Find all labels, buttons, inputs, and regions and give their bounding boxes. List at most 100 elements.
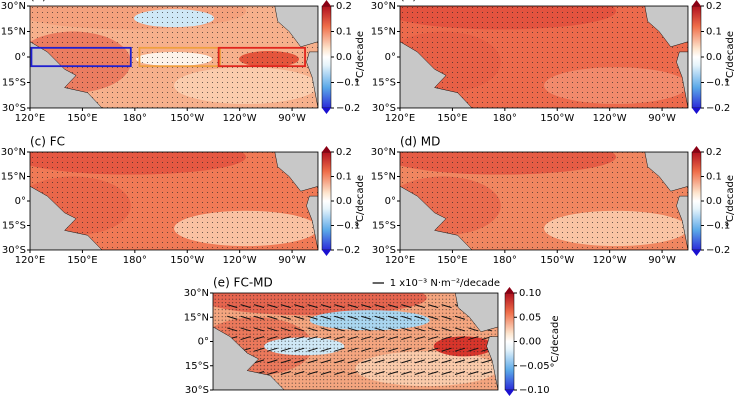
wind-vector <box>387 304 399 309</box>
wind-vector <box>374 359 385 364</box>
colorbar-label: °C/decade <box>355 175 366 227</box>
colorbar-tick-label: 0.2 <box>706 1 722 12</box>
wind-vector <box>267 347 278 352</box>
wind-vector <box>361 315 372 320</box>
wind-vector <box>414 304 425 309</box>
land <box>274 6 318 48</box>
colorbar-tick-label: −0.1 <box>706 221 730 232</box>
wind-vector <box>334 371 345 375</box>
wind-vector <box>267 315 278 320</box>
lon-tick-label: 150°E <box>67 113 97 124</box>
map-field <box>30 6 318 108</box>
colorbar-extend <box>692 0 701 6</box>
wind-vector <box>307 304 318 309</box>
land <box>486 336 498 390</box>
lon-tick-label: 150°E <box>437 255 467 266</box>
colorbar <box>321 5 332 109</box>
wind-vector <box>414 336 425 341</box>
colorbar-tick-label: 0.2 <box>336 147 352 158</box>
wind-vector <box>253 315 265 320</box>
colorbar-tick-label: −0.2 <box>336 103 360 114</box>
panel-title: (a) Mean Observed <box>30 0 145 3</box>
colorbar-extend <box>322 0 331 6</box>
vector-key: 1 x10⁻³ N·m⁻²/decade <box>390 278 500 289</box>
colorbar-extend <box>505 390 514 396</box>
wind-vector <box>387 336 399 341</box>
colorbar-tick-label: −0.1 <box>336 221 360 232</box>
wind-vector <box>401 371 412 375</box>
lat-tick-label: 30°S <box>372 103 396 114</box>
colorbar-label: °C/decade <box>355 31 366 83</box>
wind-vector <box>334 347 345 352</box>
colorbar-tick-label: 0.0 <box>706 52 722 63</box>
lon-tick-label: 120°W <box>593 113 627 124</box>
wind-vector <box>320 304 332 309</box>
wind-vector <box>307 336 318 341</box>
colorbar-tick-label: 0.1 <box>336 172 352 183</box>
lon-tick-label: 150°W <box>170 255 204 266</box>
wind-vector <box>441 315 452 320</box>
colorbar-extend <box>692 250 701 256</box>
lon-tick-label: 120°E <box>15 255 45 266</box>
wind-vector <box>414 359 425 364</box>
lat-tick-label: 15°N <box>371 172 396 183</box>
wind-vector <box>441 336 452 341</box>
panel-title: (d) MD <box>400 135 440 149</box>
wind-vector <box>441 359 452 364</box>
wind-vector <box>454 315 466 320</box>
wind-vector <box>441 347 452 352</box>
wind-vector <box>481 371 492 375</box>
colorbar-extend <box>322 146 331 152</box>
wind-vector <box>267 336 278 341</box>
wind-vector <box>253 359 265 364</box>
wind-vector <box>253 327 265 332</box>
wind-vector <box>401 315 412 320</box>
wind-vector <box>361 347 372 352</box>
colorbar-label: °C/decade <box>725 175 735 227</box>
wind-vector <box>401 327 412 332</box>
lat-tick-label: 0° <box>198 337 209 348</box>
wind-vector <box>454 327 466 332</box>
map-field <box>30 152 318 250</box>
map-panel: (e) FC-MD 1 x10⁻³ N·m⁻²/decade 30°N 15°N 0° 1… <box>184 276 561 396</box>
lat-tick-label: 15°N <box>184 312 209 323</box>
lon-tick-label: 180° <box>123 255 147 266</box>
lon-tick-label: 120°W <box>223 113 257 124</box>
wind-vector <box>428 336 439 341</box>
wind-vector <box>334 336 345 341</box>
wind-vector <box>387 315 399 320</box>
colorbar-tick-label: −0.05 <box>519 361 550 372</box>
wind-vector <box>280 327 291 332</box>
colorbar-extend <box>322 250 331 256</box>
wind-vector <box>294 315 305 320</box>
wind-vector <box>307 359 318 364</box>
lat-tick-label: 30°N <box>371 1 396 12</box>
colorbar-extend <box>692 108 701 114</box>
wind-vector <box>240 327 251 332</box>
map-panel: (a) Mean Observed 30°N 15°N 0° 15°S 30°S120°E… <box>1 0 366 124</box>
wind-vector <box>361 327 372 332</box>
wind-vector <box>280 304 291 309</box>
lat-tick-label: 30°N <box>184 288 209 299</box>
lat-tick-label: 30°N <box>371 147 396 158</box>
wind-vector <box>361 304 372 309</box>
wind-vector <box>468 359 479 364</box>
lat-tick-label: 15°N <box>1 172 26 183</box>
wind-vector <box>468 347 479 352</box>
wind-vector <box>374 327 385 332</box>
colorbar <box>691 151 702 251</box>
colorbar <box>321 151 332 251</box>
wind-vector <box>374 347 385 352</box>
wind-vector <box>347 327 358 332</box>
lon-tick-label: 120°E <box>385 113 415 124</box>
lon-tick-label: 180° <box>493 113 517 124</box>
colorbar-label: °C/decade <box>725 31 735 83</box>
lon-tick-label: 120°W <box>593 255 627 266</box>
lon-tick-label: 150°W <box>540 113 574 124</box>
lat-tick-label: 30°N <box>1 147 26 158</box>
wind-vector <box>428 304 439 309</box>
wind-vector <box>441 327 452 332</box>
lon-tick-label: 90°W <box>278 113 306 124</box>
